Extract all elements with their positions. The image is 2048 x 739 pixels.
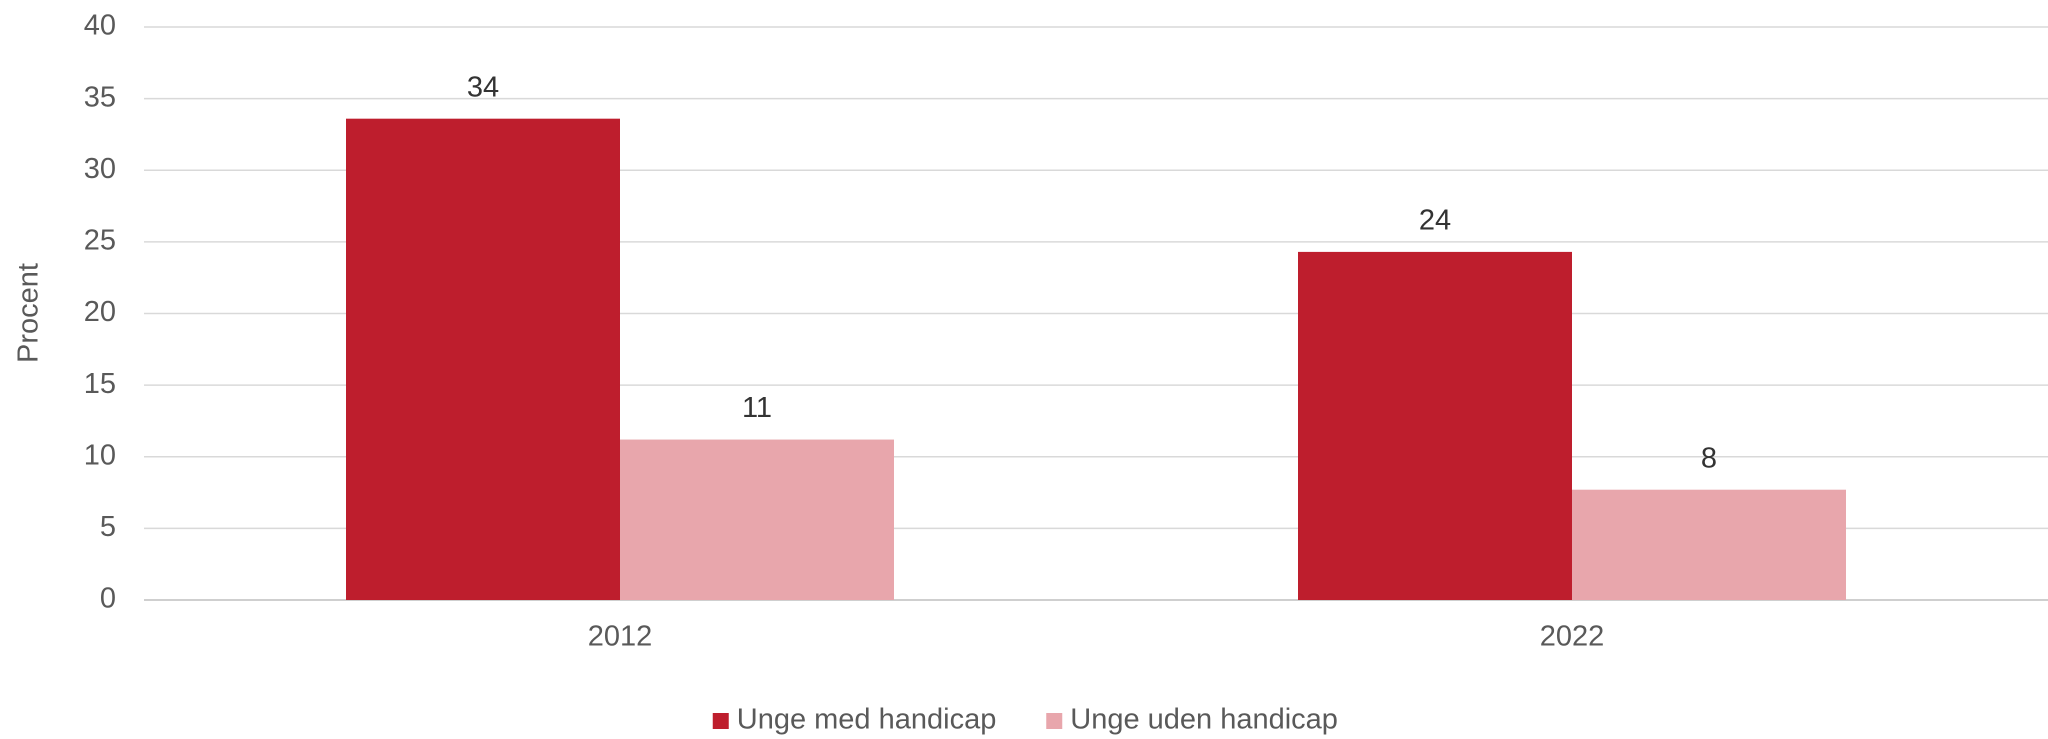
bar xyxy=(1572,489,1846,600)
y-tick-label: 30 xyxy=(84,153,116,185)
x-tick-label: 2012 xyxy=(588,621,653,653)
legend-label: Unge uden handicap xyxy=(1070,704,1338,736)
bar xyxy=(346,118,620,601)
y-tick-label: 35 xyxy=(84,81,116,113)
data-label: 8 xyxy=(1701,442,1717,474)
y-tick-label: 0 xyxy=(100,583,116,615)
data-label: 24 xyxy=(1419,205,1451,237)
x-tick-label: 2022 xyxy=(1540,621,1605,653)
legend-label: Unge med handicap xyxy=(737,704,997,736)
y-tick-label: 25 xyxy=(84,225,116,257)
y-tick-label: 40 xyxy=(84,10,116,42)
bar xyxy=(620,439,894,600)
y-tick-label: 20 xyxy=(84,296,116,328)
data-label: 11 xyxy=(742,392,772,424)
y-axis-label: Procent xyxy=(13,263,45,363)
data-label: 34 xyxy=(467,71,499,103)
bar xyxy=(1298,251,1572,600)
legend-swatch xyxy=(712,713,729,729)
y-tick-label: 15 xyxy=(84,368,116,400)
legend-swatch xyxy=(1046,713,1063,729)
y-tick-label: 5 xyxy=(100,511,116,543)
y-tick-label: 10 xyxy=(84,439,116,471)
